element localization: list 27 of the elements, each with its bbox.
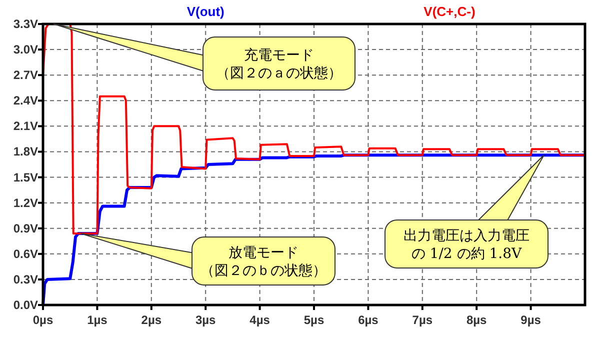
y-tick-label: 2.4V <box>13 94 38 108</box>
y-tick-label: 3.0V <box>13 42 38 57</box>
x-tick-label: 1µs <box>87 313 108 327</box>
y-tick-label: 3.3V <box>13 17 38 31</box>
y-tick-label: 0.3V <box>13 272 38 286</box>
y-tick-label: 2.7V <box>13 68 38 82</box>
x-tick-label: 2µs <box>141 313 162 327</box>
y-tick-label: 1.2V <box>13 196 38 210</box>
y-tick-label: 2.1V <box>13 119 38 134</box>
x-tick-label: 3µs <box>195 313 216 327</box>
text: V(out) <box>186 4 224 19</box>
x-tick-label: 6µs <box>358 313 379 327</box>
annotation: 充電モード（図２のａの状態） <box>216 48 342 82</box>
x-tick-label: 8µs <box>466 313 488 327</box>
y-tick-label: 1.5V <box>13 170 38 184</box>
y-tick-label: 0.6V <box>13 246 38 261</box>
annotation: 放電モード（図２のｂの状態） <box>200 245 326 279</box>
text: V(C+,C-) <box>424 4 476 19</box>
x-tick-label: 5µs <box>304 313 324 327</box>
x-tick-label: 7µs <box>412 313 433 327</box>
x-tick-label: 0µs <box>32 313 54 327</box>
x-tick-label: 4µs <box>250 313 270 327</box>
x-tick-label: 9µs <box>520 313 542 327</box>
y-tick-label: 0.9V <box>13 221 38 236</box>
y-tick-label: 0.0V <box>13 298 38 312</box>
annotation: 出力電圧は入力電圧の 1/2 の約 1.8V <box>404 228 530 262</box>
y-tick-label: 1.8V <box>13 144 38 159</box>
